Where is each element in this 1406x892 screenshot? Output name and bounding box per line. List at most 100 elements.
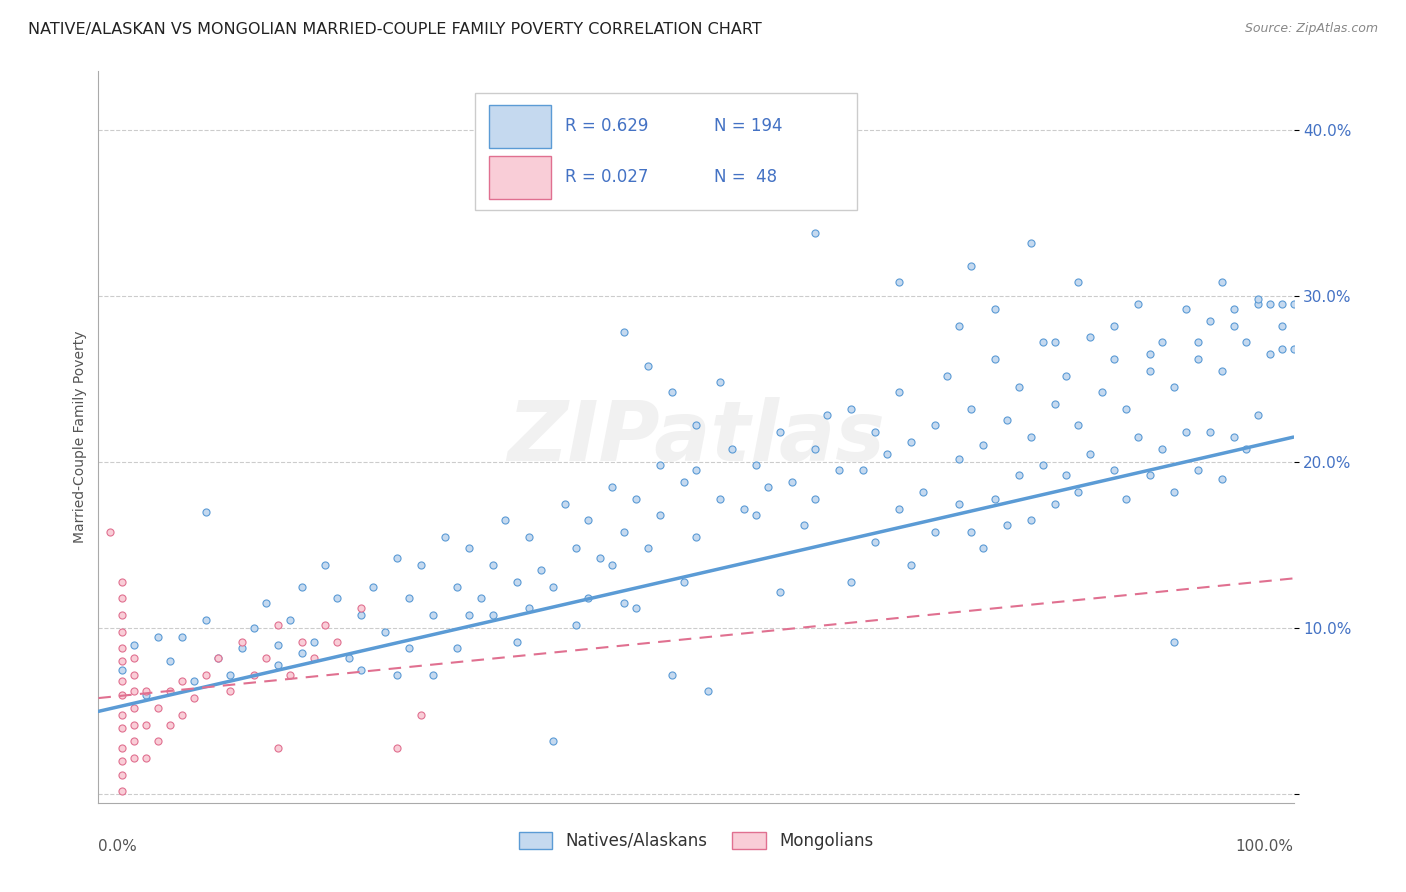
- Point: [1199, 314, 1222, 328]
- Point: [111, 655, 134, 669]
- Point: [1175, 301, 1198, 317]
- Point: [434, 530, 457, 544]
- Point: [111, 784, 134, 798]
- Point: [995, 518, 1018, 533]
- Point: [1067, 484, 1090, 499]
- Point: [278, 613, 301, 627]
- Point: [1271, 318, 1294, 333]
- Point: [1187, 351, 1209, 366]
- Point: [111, 624, 134, 639]
- Point: [1247, 409, 1270, 423]
- Point: [291, 646, 314, 660]
- Point: [111, 607, 134, 622]
- Point: [1139, 468, 1161, 483]
- Point: [721, 442, 744, 456]
- Point: [804, 491, 827, 506]
- Point: [1080, 330, 1102, 344]
- FancyBboxPatch shape: [475, 94, 858, 211]
- Point: [124, 734, 146, 748]
- Point: [578, 591, 600, 606]
- Point: [111, 641, 134, 656]
- Point: [637, 359, 659, 373]
- Text: ZIPatlas: ZIPatlas: [508, 397, 884, 477]
- Point: [1211, 363, 1233, 377]
- Text: N =  48: N = 48: [714, 169, 778, 186]
- Point: [661, 667, 683, 681]
- Point: [756, 480, 779, 494]
- Point: [876, 447, 898, 461]
- Point: [494, 513, 516, 527]
- Point: [219, 684, 242, 698]
- Point: [685, 463, 707, 477]
- Point: [159, 655, 181, 669]
- Point: [865, 425, 887, 439]
- Point: [1067, 276, 1090, 290]
- Point: [565, 618, 588, 632]
- Point: [648, 508, 672, 523]
- Point: [517, 530, 540, 544]
- Point: [111, 674, 134, 689]
- Point: [1019, 430, 1042, 444]
- Point: [685, 530, 707, 544]
- Point: [111, 574, 134, 589]
- Point: [1271, 342, 1294, 356]
- Point: [124, 717, 146, 731]
- Point: [124, 684, 146, 698]
- Point: [889, 276, 911, 290]
- Point: [924, 524, 946, 539]
- Point: [135, 688, 157, 702]
- Point: [1139, 347, 1161, 361]
- Point: [446, 580, 468, 594]
- Point: [768, 425, 790, 439]
- Point: [1104, 351, 1126, 366]
- Point: [111, 663, 134, 677]
- Point: [1247, 292, 1270, 306]
- Point: [411, 558, 433, 573]
- Point: [411, 707, 433, 722]
- Point: [254, 596, 277, 610]
- Point: [948, 497, 970, 511]
- Point: [350, 663, 373, 677]
- Point: [626, 601, 648, 615]
- Point: [231, 641, 253, 656]
- Point: [554, 497, 576, 511]
- Point: [1019, 235, 1042, 250]
- Legend: Natives/Alaskans, Mongolians: Natives/Alaskans, Mongolians: [512, 825, 880, 856]
- Point: [1104, 318, 1126, 333]
- Point: [673, 475, 696, 489]
- Point: [1080, 447, 1102, 461]
- Point: [1211, 276, 1233, 290]
- Point: [768, 584, 790, 599]
- Point: [159, 684, 181, 698]
- Text: R = 0.629: R = 0.629: [565, 117, 648, 136]
- Point: [745, 508, 768, 523]
- Point: [291, 580, 314, 594]
- Point: [398, 591, 420, 606]
- Text: N = 194: N = 194: [714, 117, 782, 136]
- Point: [98, 524, 122, 539]
- Point: [254, 651, 277, 665]
- Point: [1152, 335, 1174, 350]
- Point: [267, 618, 290, 632]
- Point: [613, 524, 636, 539]
- Point: [124, 667, 146, 681]
- Point: [613, 596, 636, 610]
- Point: [1187, 335, 1209, 350]
- Point: [673, 574, 696, 589]
- Point: [422, 607, 444, 622]
- Point: [1115, 401, 1137, 416]
- Point: [207, 651, 229, 665]
- Point: [470, 591, 492, 606]
- Point: [172, 674, 194, 689]
- Point: [1104, 463, 1126, 477]
- Point: [1128, 297, 1150, 311]
- Point: [1115, 491, 1137, 506]
- Point: [1163, 484, 1185, 499]
- Point: [1008, 380, 1031, 394]
- Point: [1019, 513, 1042, 527]
- Point: [900, 558, 922, 573]
- Point: [852, 463, 875, 477]
- Point: [267, 657, 290, 672]
- Point: [960, 524, 983, 539]
- Point: [1128, 430, 1150, 444]
